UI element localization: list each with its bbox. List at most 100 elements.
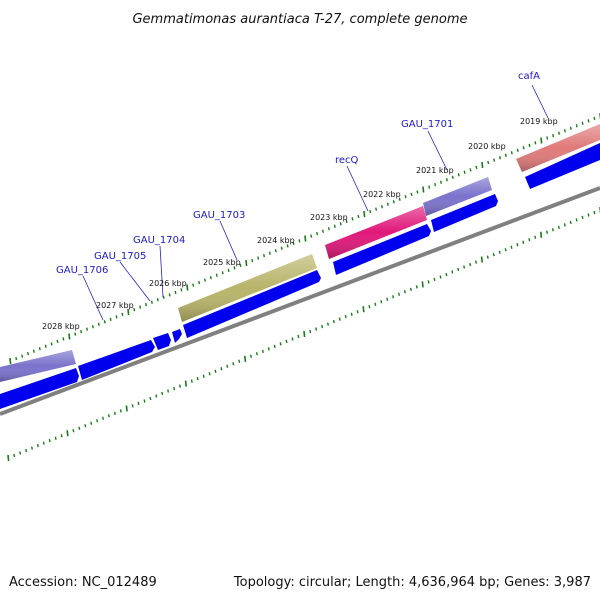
minor-tick [557, 225, 560, 230]
minor-tick [392, 200, 395, 204]
minor-tick [280, 246, 283, 250]
callout-GAU_1705 [119, 261, 151, 302]
minor-tick [457, 267, 460, 272]
minor-tick [220, 367, 223, 371]
gene-label-GAU_1704[interactable]: GAU_1704 [133, 235, 185, 246]
minor-tick [415, 285, 418, 289]
minor-tick [333, 224, 336, 228]
cds-arrow[interactable] [333, 224, 431, 275]
minor-tick [386, 297, 389, 301]
minor-tick [274, 249, 277, 253]
minor-tick [569, 220, 572, 225]
minor-tick [121, 312, 124, 317]
minor-tick [190, 379, 193, 383]
gene-label-GAU_1701[interactable]: GAU_1701 [401, 119, 453, 130]
gene-label-GAU_1703[interactable]: GAU_1703 [193, 210, 245, 221]
cds-arrow[interactable] [0, 368, 79, 409]
major-tick [362, 306, 365, 313]
cds-track [0, 143, 600, 409]
minor-tick [48, 438, 51, 443]
major-tick [540, 231, 543, 238]
minor-tick [563, 223, 566, 227]
minor-tick [202, 374, 205, 378]
minor-tick [315, 327, 318, 331]
minor-tick [25, 448, 28, 453]
major-tick [184, 380, 187, 387]
minor-tick [233, 266, 236, 270]
minor-tick [493, 158, 496, 162]
minor-tick [261, 349, 264, 354]
minor-tick [103, 320, 106, 324]
minor-tick [339, 222, 342, 226]
minor-tick [475, 260, 477, 264]
minor-tick [91, 325, 94, 329]
minor-tick [322, 229, 324, 233]
minor-tick [321, 324, 324, 329]
gene-label-GAU_1706[interactable]: GAU_1706 [56, 265, 108, 276]
minor-tick [44, 344, 47, 348]
minor-tick [74, 332, 77, 336]
minor-tick [137, 401, 140, 406]
callout-cafA [531, 84, 549, 119]
major-tick [540, 137, 543, 144]
feature-track [0, 124, 600, 382]
minor-tick [575, 218, 578, 222]
tick-label-2028: 2028 kbp [42, 322, 80, 331]
minor-tick [516, 243, 519, 247]
cds-arrow[interactable] [431, 194, 498, 232]
minor-tick [42, 441, 45, 445]
minor-tick [316, 231, 319, 236]
minor-tick [156, 298, 159, 302]
accession-text: Accession: NC_012489 [9, 575, 157, 590]
tick-label-2024: 2024 kbp [257, 236, 295, 245]
gene-label-recQ[interactable]: recQ [335, 155, 359, 166]
cds-arrow[interactable] [153, 333, 171, 350]
backbone-line [0, 186, 600, 416]
gene-label-cafA[interactable]: cafA [518, 71, 540, 82]
minor-tick [208, 372, 211, 376]
minor-tick [32, 349, 35, 353]
minor-tick [238, 359, 241, 363]
minor-tick [286, 244, 289, 248]
callout-GAU_1703 [219, 220, 238, 261]
minor-tick [428, 185, 431, 189]
minor-tick [510, 245, 513, 249]
minor-tick [374, 302, 377, 306]
minor-tick [351, 217, 354, 221]
major-tick [68, 333, 71, 340]
minor-tick [528, 143, 531, 148]
outer-tick-ring [9, 113, 600, 365]
gene-label-GAU_1705[interactable]: GAU_1705 [94, 251, 146, 262]
cds-arrow[interactable] [78, 340, 155, 380]
minor-tick [409, 287, 412, 292]
minor-tick [209, 276, 212, 280]
callout-GAU_1706 [82, 275, 104, 321]
minor-tick [499, 156, 501, 160]
major-tick [481, 161, 484, 169]
minor-tick [155, 394, 158, 398]
minor-tick [327, 227, 330, 231]
minor-tick [375, 207, 378, 211]
minor-tick [516, 148, 519, 152]
callout-lines [82, 84, 549, 321]
cds-arrow[interactable] [172, 329, 182, 343]
minor-tick [27, 351, 29, 356]
major-tick [422, 186, 425, 193]
minor-tick [13, 453, 16, 458]
major-tick [304, 235, 307, 242]
minor-tick [62, 337, 65, 341]
minor-tick [345, 219, 348, 224]
minor-tick [257, 256, 260, 260]
major-tick [245, 259, 248, 267]
tick-label-2027: 2027 kbp [96, 301, 134, 310]
minor-tick [457, 173, 460, 177]
minor-tick [310, 234, 313, 238]
cds-arrow[interactable] [183, 270, 321, 338]
minor-tick [451, 175, 454, 179]
minor-tick [498, 250, 501, 254]
cds-arrow[interactable] [525, 143, 600, 189]
minor-tick [403, 290, 406, 294]
minor-tick [56, 339, 59, 344]
tick-label-2021: 2021 kbp [416, 166, 454, 175]
